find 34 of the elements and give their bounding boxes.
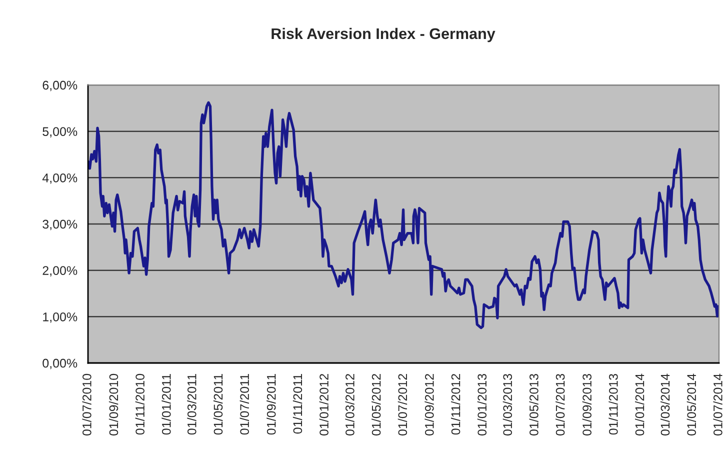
x-tick-label: 01/09/2013 <box>582 374 592 436</box>
x-tick-label: 01/01/2011 <box>162 374 171 435</box>
x-tick-label: 01/07/2011 <box>240 374 249 435</box>
x-tick-label: 01/03/2011 <box>187 374 196 435</box>
x-tick-label: 01/11/2011 <box>292 374 302 434</box>
x-tick-label: 01/11/2010 <box>135 374 144 435</box>
y-tick-label: 0,00% <box>42 358 78 370</box>
x-tick-label: 01/09/2011 <box>266 374 276 435</box>
x-tick-label: 01/07/2010 <box>82 374 92 436</box>
x-tick-label: 01/05/2012 <box>372 374 381 436</box>
x-tick-label: 01/01/2012 <box>319 374 328 436</box>
x-tick-label: 01/03/2014 <box>660 374 670 436</box>
x-tick-label: 01/01/2014 <box>635 374 644 436</box>
x-tick-label: 01/11/2013 <box>608 374 618 435</box>
x-tick-label: 01/05/2011 <box>213 374 223 435</box>
x-tick-label: 01/07/2012 <box>398 374 408 436</box>
y-tick-label: 2,00% <box>42 266 78 276</box>
x-tick-label: 01/07/2014 <box>713 374 722 436</box>
x-tick-label: 01/05/2013 <box>529 374 538 436</box>
y-tick-label: 4,00% <box>42 173 78 184</box>
x-tick-label: 01/11/2012 <box>451 374 460 435</box>
chart-title: Risk Aversion Index - Germany <box>272 28 496 42</box>
x-tick-label: 01/07/2013 <box>556 374 565 436</box>
x-tick-label: 01/09/2012 <box>424 374 434 436</box>
x-tick-label: 01/03/2012 <box>345 374 354 436</box>
x-tick-label: 01/09/2010 <box>108 374 118 436</box>
y-tick-label: 5,00% <box>42 127 78 138</box>
x-tick-label: 01/01/2013 <box>477 374 487 436</box>
line-series <box>88 101 719 330</box>
x-tick-label: 01/03/2013 <box>502 374 512 436</box>
y-tick-label: 1,00% <box>43 312 78 323</box>
x-tick-label: 01/05/2014 <box>686 374 696 436</box>
y-tick-label: 6,00% <box>42 80 78 92</box>
y-tick-label: 3,00% <box>42 220 78 230</box>
